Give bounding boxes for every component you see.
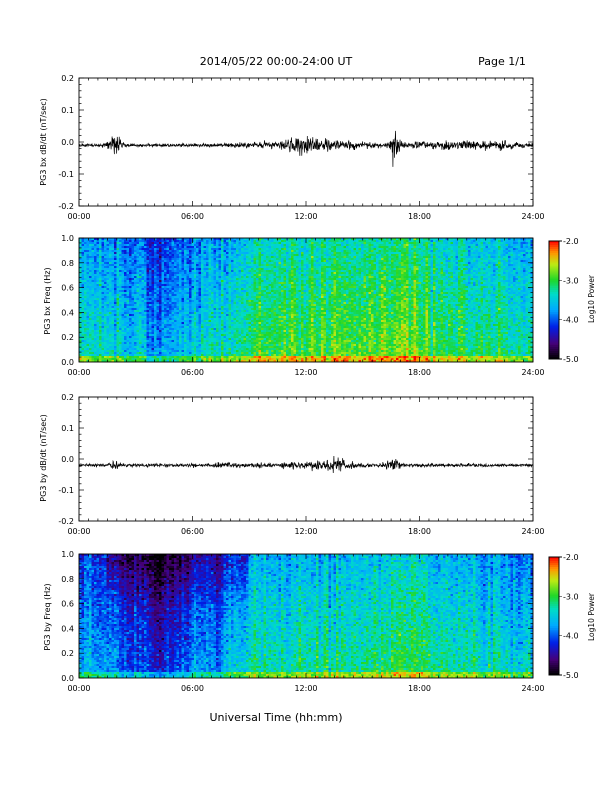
- by-dbdt-xticks: [78, 397, 534, 521]
- by-spectrogram-ytick-label: 0.8: [61, 575, 74, 584]
- bx-dbdt-xtick-label: 12:00: [294, 212, 317, 221]
- by-spectrogram-colorbar-tick: -5.0: [563, 671, 579, 680]
- by-spectrogram-xtick-label: 12:00: [294, 684, 317, 693]
- bx-spectrogram-xticks: [78, 238, 534, 362]
- bx-spectrogram-ytick-label: 0.6: [61, 284, 74, 293]
- bx-dbdt-trace: [78, 130, 534, 167]
- by-dbdt-frame: [78, 396, 534, 522]
- bx-spectrogram-ylabel: PG3 bx Freq (Hz): [43, 267, 52, 334]
- by-dbdt-ytick-label: 0.0: [61, 455, 74, 464]
- by-spectrogram-colorbar-tick: -4.0: [563, 632, 579, 641]
- by-spectrogram-xtick-label: 00:00: [67, 684, 90, 693]
- by-spectrogram-ylabel: PG3 by Freq (Hz): [43, 583, 52, 650]
- bx-spectrogram-colorbar: [548, 240, 562, 360]
- page-number: Page 1/1: [478, 55, 526, 68]
- bx-spectrogram-ytick-label: 0.4: [61, 308, 74, 317]
- bx-spectrogram-colorbar-tick: -3.0: [563, 276, 579, 285]
- by-dbdt-ytick-label: -0.1: [58, 486, 74, 495]
- bx-spectrogram-xtick-label: 24:00: [521, 368, 544, 377]
- bx-dbdt-yticks: [79, 77, 533, 207]
- bx-dbdt-ytick-label: 0.2: [61, 74, 74, 83]
- by-spectrogram-xtick-label: 06:00: [181, 684, 204, 693]
- by-spectrogram-colorbar-tick: -3.0: [563, 592, 579, 601]
- by-spectrogram-ytick-label: 1.0: [61, 550, 74, 559]
- by-spectrogram-ytick-label: 0.4: [61, 624, 74, 633]
- bx-spectrogram-xtick-label: 06:00: [181, 368, 204, 377]
- by-spectrogram-xtick-label: 18:00: [408, 684, 431, 693]
- bx-spectrogram-xtick-label: 12:00: [294, 368, 317, 377]
- by-dbdt-ytick-label: 0.1: [61, 424, 74, 433]
- by-dbdt-ytick-label: 0.2: [61, 393, 74, 402]
- bx-dbdt-ytick-label: 0.1: [61, 106, 74, 115]
- bx-dbdt-xtick-label: 24:00: [521, 212, 544, 221]
- bx-dbdt-ytick-label: 0.0: [61, 138, 74, 147]
- bx-spectrogram-cells: [79, 238, 534, 363]
- by-dbdt-xtick-label: 00:00: [67, 527, 90, 536]
- by-spectrogram-ytick-label: 0.0: [61, 674, 74, 683]
- bx-spectrogram-colorbar-tick: -5.0: [563, 355, 579, 364]
- bx-spectrogram-ytick-label: 0.2: [61, 333, 74, 342]
- bx-dbdt-ytick-label: -0.1: [58, 170, 74, 179]
- bx-dbdt-xtick-label: 00:00: [67, 212, 90, 221]
- page-title: 2014/05/22 00:00-24:00 UT: [200, 55, 353, 68]
- bx-dbdt-ytick-label: -0.2: [58, 202, 74, 211]
- bx-dbdt-panel: PG3 bx dB/dt (nT/sec) 00:00 06:00 12:00 18:…: [39, 74, 545, 221]
- by-spectrogram-yticks: [79, 553, 533, 679]
- by-spectrogram-colorbar: [548, 556, 562, 676]
- bx-colorbar-label: Log10 Power: [587, 274, 596, 323]
- by-spectrogram-xticks: [78, 554, 534, 678]
- by-spectrogram-panel: PG3 by Freq (Hz) Log10 Power 00:00 06:00 1…: [43, 550, 596, 693]
- bx-spectrogram-xtick-label: 00:00: [67, 368, 90, 377]
- by-dbdt-ytick-label: -0.2: [58, 517, 74, 526]
- bx-dbdt-xticks: [78, 78, 534, 206]
- by-colorbar-label: Log10 Power: [587, 592, 596, 641]
- by-dbdt-trace: [78, 456, 534, 474]
- bx-spectrogram-ytick-label: 0.8: [61, 259, 74, 268]
- by-dbdt-xtick-label: 06:00: [181, 527, 204, 536]
- by-spectrogram-xtick-label: 24:00: [521, 684, 544, 693]
- bx-spectrogram-xtick-label: 18:00: [408, 368, 431, 377]
- bx-dbdt-xtick-label: 18:00: [408, 212, 431, 221]
- by-dbdt-xtick-label: 18:00: [408, 527, 431, 536]
- bx-spectrogram-yticks: [79, 237, 533, 363]
- by-spectrogram-ytick-label: 0.6: [61, 600, 74, 609]
- by-dbdt-panel: PG3 by dB/dt (nT/sec) 00:00 06:00 12:00 18:…: [39, 393, 545, 536]
- by-spectrogram-ytick-label: 0.2: [61, 649, 74, 658]
- bx-spectrogram-ytick-label: 1.0: [61, 234, 74, 243]
- bx-spectrogram-panel: PG3 bx Freq (Hz) Log10 Power 00:00 06:00 1…: [43, 234, 596, 377]
- by-dbdt-xtick-label: 12:00: [294, 527, 317, 536]
- bx-spectrogram-colorbar-tick: -2.0: [563, 237, 579, 246]
- bx-dbdt-ylabel: PG3 bx dB/dt (nT/sec): [39, 98, 48, 185]
- by-dbdt-xtick-label: 24:00: [521, 527, 544, 536]
- by-spectrogram-cells: [79, 554, 534, 679]
- x-axis-title: Universal Time (hh:mm): [210, 711, 343, 724]
- bx-dbdt-xtick-label: 06:00: [181, 212, 204, 221]
- bx-spectrogram-colorbar-tick: -4.0: [563, 316, 579, 325]
- by-dbdt-ylabel: PG3 by dB/dt (nT/sec): [39, 414, 48, 501]
- by-dbdt-yticks: [79, 396, 533, 522]
- bx-spectrogram-ytick-label: 0.0: [61, 358, 74, 367]
- by-spectrogram-colorbar-tick: -2.0: [563, 553, 579, 562]
